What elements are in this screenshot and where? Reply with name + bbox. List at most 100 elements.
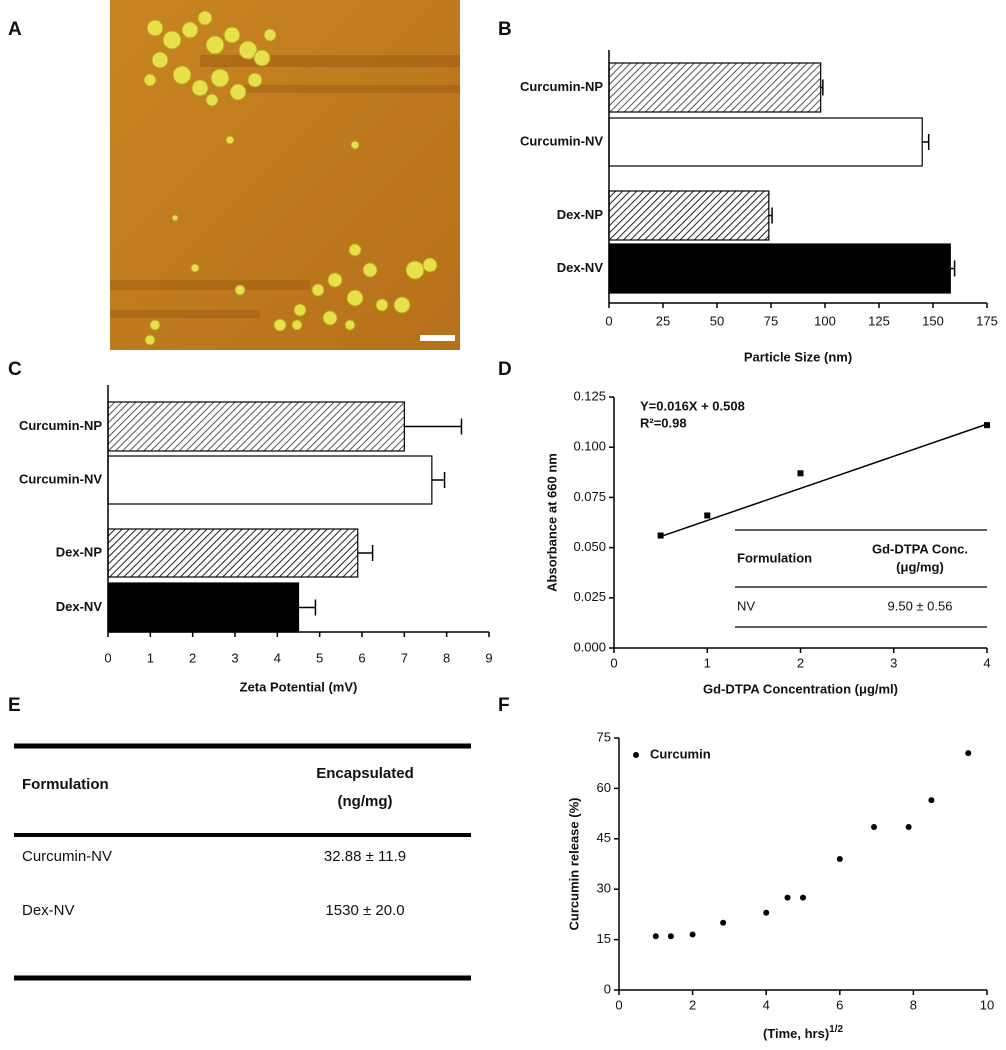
point: [720, 919, 727, 926]
y-tick-label: Dex-NV: [557, 260, 604, 275]
panel-label: F: [498, 695, 510, 716]
x-tick-label: 2: [797, 655, 804, 670]
y-tick-label: Dex-NP: [557, 207, 604, 222]
y-tick-label: 0.100: [573, 439, 606, 454]
legend-label: Curcumin: [650, 746, 711, 761]
y-tick-label: 15: [597, 931, 611, 946]
point: [784, 894, 791, 901]
x-tick-label: 175: [976, 313, 998, 328]
x-tick-label: 5: [316, 650, 323, 665]
y-tick-label: 0: [604, 981, 611, 996]
y-tick-label: Curcumin-NV: [520, 133, 603, 148]
point: [689, 931, 696, 938]
y-tick-label: Curcumin-NP: [19, 418, 102, 433]
table-header: Gd-DTPA Conc.: [872, 541, 968, 556]
error-bar: [950, 260, 956, 277]
error-bar: [922, 134, 930, 150]
y-tick-label: 30: [597, 881, 611, 896]
x-tick-label: 100: [814, 313, 836, 328]
point: [928, 797, 935, 804]
x-tick-label: 0: [610, 655, 617, 670]
y-tick-label: 0.075: [573, 489, 606, 504]
annotation: Y=0.016X + 0.508: [640, 398, 745, 413]
point: [836, 855, 843, 862]
point: [657, 532, 664, 539]
x-tick-label: 150: [922, 313, 944, 328]
y-tick-label: 60: [597, 780, 611, 795]
x-tick-label: 0: [104, 650, 111, 665]
y-tick-label: 75: [597, 729, 611, 744]
x-tick-label: 3: [231, 650, 238, 665]
y-tick-label: Curcumin-NV: [19, 471, 102, 486]
x-tick-label: 3: [890, 655, 897, 670]
y-tick-label: 0.050: [573, 539, 606, 554]
point: [905, 824, 912, 831]
table-cell: 9.50 ± 0.56: [888, 598, 953, 613]
table-header: (μg/mg): [896, 559, 944, 574]
x-tick-label: 4: [983, 655, 990, 670]
x-tick-label: 2: [189, 650, 196, 665]
error-bar: [820, 79, 824, 96]
y-tick-label: Curcumin-NP: [520, 79, 603, 94]
x-tick-label: 0: [605, 313, 612, 328]
bar: [608, 190, 770, 241]
x-tick-label: 0: [615, 997, 622, 1012]
point: [797, 470, 804, 477]
table-cell: 1530 ± 20.0: [325, 902, 404, 919]
y-tick-label: 0.025: [573, 589, 606, 604]
y-axis-label: Absorbance at 660 nm: [544, 453, 559, 592]
error-bar: [298, 599, 317, 616]
x-axis-label: (Time, hrs)1/2: [763, 1024, 844, 1042]
x-tick-label: 7: [401, 650, 408, 665]
bar: [608, 117, 923, 167]
y-tick-label: 45: [597, 830, 611, 845]
table-header: (ng/mg): [338, 793, 393, 810]
x-axis-label: Particle Size (nm): [744, 349, 852, 364]
x-tick-label: 4: [274, 650, 281, 665]
table-header: Formulation: [737, 550, 812, 565]
fit-line: [660, 423, 988, 538]
x-tick-label: 1: [704, 655, 711, 670]
point: [763, 909, 770, 916]
bar: [608, 243, 951, 294]
bar: [107, 582, 300, 633]
y-axis-label: Curcumin release (%): [566, 798, 581, 931]
point: [800, 894, 806, 901]
table-cell: Dex-NV: [22, 902, 75, 919]
point: [965, 750, 972, 757]
error-bar: [768, 207, 773, 224]
y-tick-label: 0.125: [573, 388, 606, 403]
afm-image: [110, 0, 460, 350]
y-tick-label: 0.000: [573, 639, 606, 654]
legend-marker: [633, 752, 639, 758]
x-tick-label: 6: [358, 650, 365, 665]
point: [984, 422, 990, 429]
point: [652, 933, 659, 940]
panel-label: B: [498, 19, 512, 40]
x-axis-label-superscript: 1/2: [829, 1024, 843, 1035]
x-tick-label: 125: [868, 313, 890, 328]
panel-label: A: [8, 19, 22, 40]
bar: [107, 401, 405, 452]
x-tick-label: 2: [689, 997, 696, 1012]
x-tick-label: 8: [443, 650, 450, 665]
point: [871, 824, 878, 831]
error-bar: [357, 545, 374, 561]
point: [667, 933, 674, 940]
x-tick-label: 75: [764, 313, 778, 328]
y-tick-label: Dex-NV: [56, 599, 103, 614]
bar: [107, 455, 433, 505]
panel-label: E: [8, 695, 21, 716]
x-axis-label: Zeta Potential (mV): [240, 679, 358, 694]
x-tick-label: 50: [710, 313, 724, 328]
x-tick-label: 10: [980, 997, 994, 1012]
bar: [608, 62, 822, 113]
table-header: Encapsulated: [316, 765, 414, 782]
panel-label: C: [8, 359, 22, 380]
x-tick-label: 25: [656, 313, 670, 328]
annotation: R²=0.98: [640, 415, 687, 430]
x-tick-label: 6: [836, 997, 843, 1012]
panel-label: D: [498, 359, 512, 380]
error-bar: [404, 418, 463, 435]
